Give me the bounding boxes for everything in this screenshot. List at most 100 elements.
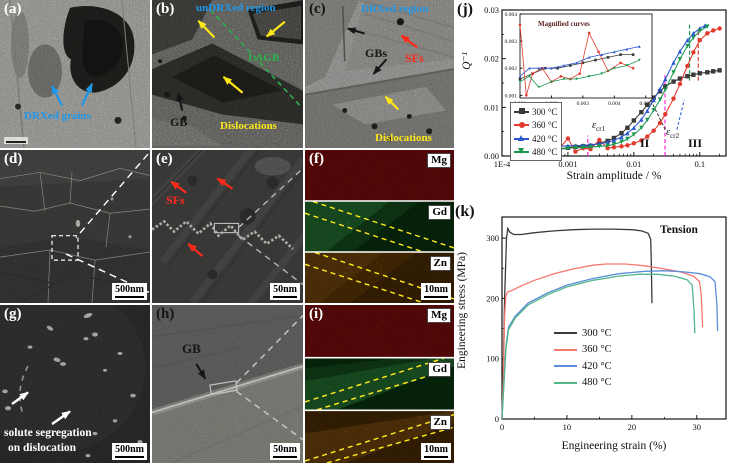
panel-i-eds-maps: (i) Mg Gd Zn 10nm [305, 305, 454, 463]
svg-text:200: 200 [486, 293, 499, 303]
svg-text:1E-4: 1E-4 [494, 159, 511, 169]
svg-text:0.00: 0.00 [484, 151, 499, 161]
legend-item-300: 300 °C [514, 105, 557, 119]
tem-micrograph-a [0, 0, 150, 148]
tem-micrograph-c [305, 0, 454, 148]
panel-label-b: (b) [156, 1, 175, 17]
scale-bar-f: 10nm [421, 282, 451, 300]
eds-maps-f [305, 150, 454, 303]
svg-text:0.003: 0.003 [577, 101, 590, 107]
legend-item-420: 420 °C [514, 132, 557, 146]
annotation-drxed-region: DRXed region [361, 3, 429, 15]
element-chip-zn-i: Zn [429, 415, 451, 430]
svg-text:0.003: 0.003 [505, 39, 518, 45]
annotation-undrxed-region: unDRXed region [196, 2, 276, 14]
svg-text:0.02: 0.02 [484, 54, 499, 64]
annotation-solute-segregation: solute segregation [4, 427, 92, 439]
x-axis-label-j: Strain amplitude / % [566, 170, 662, 182]
svg-text:0.1: 0.1 [694, 159, 705, 169]
panel-d-stem-image: (d) 500nm [0, 150, 150, 303]
panel-f-eds-maps: (f) Mg Gd Zn 10nm [305, 150, 454, 303]
svg-text:0.004: 0.004 [505, 12, 518, 18]
legend-line-480 [554, 381, 577, 384]
element-chip-gd-i: Gd [428, 362, 451, 377]
legend-item-480: 480 °C [514, 146, 557, 160]
annotation-lagb: LAGB [248, 52, 280, 64]
element-chip-zn: Zn [429, 256, 451, 271]
scale-bar-a [4, 137, 28, 144]
annotation-dislocations: Dislocations [220, 120, 277, 132]
stem-micrograph-h [152, 305, 303, 463]
svg-text:0.01: 0.01 [484, 102, 499, 112]
panel-label-j: (j) [457, 1, 473, 18]
element-chip-gd: Gd [428, 205, 451, 220]
svg-text:0.001: 0.001 [505, 93, 518, 99]
panel-label-e: (e) [156, 151, 173, 167]
legend-line-420 [554, 365, 577, 368]
region-label-2: II [640, 136, 650, 150]
svg-text:0: 0 [500, 422, 504, 432]
annotation-gbs: GBs [365, 46, 388, 60]
legend-line-300 [554, 332, 577, 335]
panel-h-stem-image: (h) GB 50nm [152, 305, 303, 463]
svg-text:10: 10 [563, 422, 572, 432]
scale-bar-g: 500nm [112, 442, 147, 460]
y-axis-label-j: Q⁻¹ [461, 52, 473, 70]
panel-label-i: (i) [309, 306, 324, 322]
epsilon-cr1-label: εcr1 [592, 120, 606, 134]
stem-micrograph-g [0, 305, 150, 463]
chart-internal-friction: 1E-4 0.001 0.01 0.1 0.00 0.01 0.02 0.03 0.001 0.0… [454, 0, 740, 197]
svg-text:20: 20 [628, 422, 637, 432]
inset-title: Magnified curves [538, 20, 590, 28]
annotation-dislocations-c: Dislocations [375, 132, 432, 144]
chart-j-plot-area: 1E-4 0.001 0.01 0.1 0.00 0.01 0.02 0.03 0.001 0.0… [484, 5, 727, 169]
epsilon-cr2-label: εcr2 [666, 127, 680, 141]
legend-item-k-480: 480 °C [554, 375, 612, 392]
panel-label-c: (c) [309, 1, 326, 17]
scale-bar-h: 50nm [270, 442, 300, 460]
svg-text:100: 100 [486, 354, 499, 364]
svg-text:0.004: 0.004 [608, 101, 621, 107]
svg-text:30: 30 [693, 422, 702, 432]
panel-b-tem-image: (b) unDRXed region LAGB GB Dislocations [152, 0, 303, 148]
x-axis-label-k: Engineering strain (%) [561, 440, 667, 452]
panel-label-g: (g) [4, 306, 22, 322]
legend-item-k-360: 360 °C [554, 342, 612, 359]
tension-annotation: Tension [660, 224, 698, 236]
annotation-drxed-grains: DRXed grains [24, 110, 91, 122]
stem-micrograph-d [0, 150, 150, 303]
tem-micrograph-b [152, 0, 303, 148]
legend-item-k-300: 300 °C [554, 325, 612, 342]
svg-text:0.005: 0.005 [640, 101, 653, 107]
annotation-on-dislocation: on dislocation [8, 442, 77, 454]
annotation-gb: GB [170, 115, 188, 129]
scale-bar-d: 500nm [112, 282, 147, 300]
region-label-3: III [688, 136, 703, 150]
stem-micrograph-e [152, 150, 303, 303]
eds-maps-i [305, 305, 454, 463]
panel-g-stem-image: (g) solute segregation on dislocation 50… [0, 305, 150, 463]
legend-line-360 [554, 348, 577, 351]
panel-label-h: (h) [156, 306, 175, 322]
element-chip-mg-i: Mg [427, 308, 451, 323]
chart-tensile-curves: 0 10 20 30 0 100 200 300 (k) Engineering stress… [454, 197, 740, 465]
panel-a-tem-image: (a) DRXed grains [0, 0, 150, 148]
y-axis-label-k: Engineering stress (MPa) [456, 252, 468, 369]
svg-text:0: 0 [495, 414, 499, 424]
annotation-sfs: SFs [405, 51, 424, 65]
legend-marker-420 [514, 134, 529, 141]
panel-label-f: (f) [309, 151, 324, 167]
panel-c-tem-image: (c) DRXed region GBs SFs Dislocations [305, 0, 454, 148]
scale-bar-e: 50nm [270, 282, 300, 300]
svg-text:300: 300 [486, 233, 499, 243]
legend-marker-300 [514, 108, 529, 115]
annotation-gb-h: GB [182, 341, 201, 356]
panel-label-a: (a) [4, 1, 22, 17]
annotation-sfs-e: SFs [166, 193, 185, 207]
legend-j: 300 °C 360 °C 420 °C 480 °C [510, 102, 563, 161]
legend-item-360: 360 °C [514, 119, 557, 133]
panel-e-stem-image: (e) SFs 50nm [152, 150, 303, 303]
svg-text:0.001: 0.001 [558, 159, 577, 169]
legend-k: 300 °C 360 °C 420 °C 480 °C [554, 325, 612, 391]
